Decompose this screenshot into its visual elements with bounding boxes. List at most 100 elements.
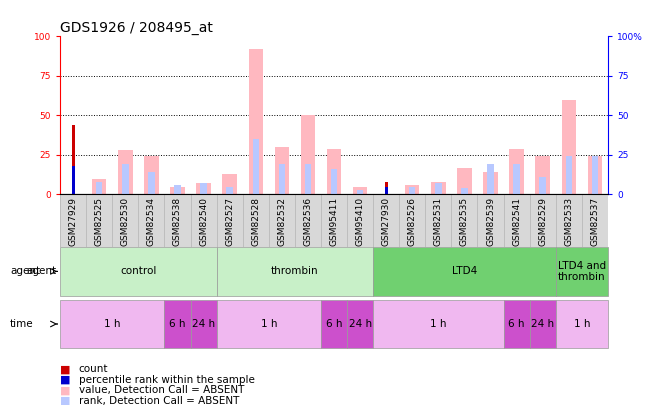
Text: 6 h: 6 h [169,319,186,329]
Text: GSM82539: GSM82539 [486,197,495,246]
Text: GDS1926 / 208495_at: GDS1926 / 208495_at [60,21,213,35]
Bar [405,185,420,194]
Bar [71,166,75,194]
Text: GSM27930: GSM27930 [381,197,391,246]
Text: value, Detection Call = ABSENT: value, Detection Call = ABSENT [79,386,244,395]
Text: 1 h: 1 h [261,319,277,329]
Text: ■: ■ [60,375,71,385]
Text: GSM82530: GSM82530 [121,197,130,246]
Bar [540,177,546,194]
Bar [588,156,602,194]
Bar [226,186,233,194]
Bar [373,300,504,348]
Text: GSM27929: GSM27929 [69,197,77,246]
Bar [357,190,363,194]
Bar [327,149,341,194]
Text: 6 h: 6 h [326,319,342,329]
Text: ■: ■ [60,386,71,395]
Text: ■: ■ [60,364,71,374]
Bar [510,149,524,194]
Bar [556,300,608,348]
Bar [562,100,576,194]
Text: GSM82537: GSM82537 [591,197,599,246]
Bar [305,164,311,194]
Text: 1 h: 1 h [430,319,447,329]
Text: GSM82529: GSM82529 [538,197,547,246]
Text: time: time [10,319,33,329]
Text: thrombin: thrombin [271,266,319,276]
Bar [216,300,321,348]
Bar [301,115,315,194]
Text: 1 h: 1 h [104,319,120,329]
Bar [409,186,415,194]
Text: GSM82534: GSM82534 [147,197,156,246]
Text: control: control [120,266,156,276]
Bar [487,164,494,194]
Text: GSM82526: GSM82526 [407,197,417,246]
Text: GSM82532: GSM82532 [277,197,287,246]
Text: 24 h: 24 h [192,319,215,329]
Text: GSM82527: GSM82527 [225,197,234,246]
Bar [566,156,572,194]
Bar [353,186,367,194]
Bar [461,188,468,194]
Bar [60,247,216,296]
Text: 24 h: 24 h [531,319,554,329]
Bar [174,185,181,194]
Bar [253,139,259,194]
Text: GSM82536: GSM82536 [303,197,313,246]
Text: rank, Detection Call = ABSENT: rank, Detection Call = ABSENT [79,396,239,405]
Bar [385,182,387,194]
Bar [248,49,263,194]
Bar [118,150,132,194]
Bar [200,183,207,194]
Text: GSM82540: GSM82540 [199,197,208,246]
Text: GSM82538: GSM82538 [173,197,182,246]
Text: GSM82525: GSM82525 [95,197,104,246]
Text: GSM95410: GSM95410 [355,197,365,246]
Bar [148,172,154,194]
Text: LTD4: LTD4 [452,266,477,276]
Bar [196,183,211,194]
Text: GSM95411: GSM95411 [329,197,339,246]
Bar [279,164,285,194]
Bar [435,183,442,194]
Bar [144,156,158,194]
Text: 1 h: 1 h [574,319,590,329]
Bar [504,300,530,348]
Bar [164,300,190,348]
Bar [431,182,446,194]
Text: ■: ■ [60,396,71,405]
Text: 24 h: 24 h [349,319,371,329]
Text: GSM82533: GSM82533 [564,197,573,246]
Bar [347,300,373,348]
Bar [222,174,237,194]
Bar [457,168,472,194]
Bar [556,247,608,296]
Bar [60,300,164,348]
Bar [514,164,520,194]
Bar [71,125,75,194]
Text: GSM82531: GSM82531 [434,197,443,246]
Text: count: count [79,364,108,374]
Bar [216,247,373,296]
Bar [331,169,337,194]
Text: GSM82541: GSM82541 [512,197,521,246]
Bar [385,186,387,194]
Text: 6 h: 6 h [508,319,525,329]
Bar [373,247,556,296]
Bar [170,186,184,194]
Text: GSM82528: GSM82528 [251,197,261,246]
Bar [190,300,216,348]
Text: agent: agent [27,266,57,276]
Bar [592,156,598,194]
Text: LTD4 and
thrombin: LTD4 and thrombin [558,260,606,282]
Bar [275,147,289,194]
Bar [96,182,102,194]
Bar [321,300,347,348]
Bar [530,300,556,348]
Text: agent: agent [10,266,40,276]
Bar [536,156,550,194]
Text: percentile rank within the sample: percentile rank within the sample [79,375,255,385]
Bar [484,172,498,194]
